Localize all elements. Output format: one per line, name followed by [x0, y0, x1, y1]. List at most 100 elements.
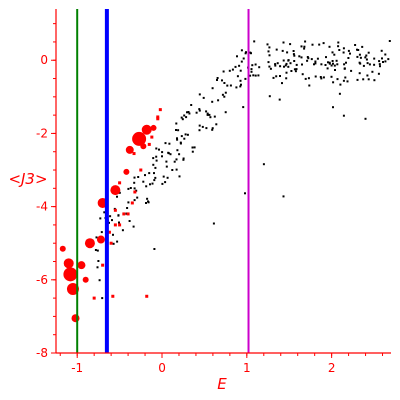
small-point	[293, 60, 296, 62]
small-point	[269, 67, 272, 70]
small-point	[235, 86, 238, 89]
small-point	[343, 67, 346, 70]
small-point	[162, 175, 165, 178]
small-point	[206, 112, 209, 115]
small-point	[381, 57, 383, 60]
small-point	[191, 146, 194, 149]
small-point	[268, 65, 271, 68]
y-tick-label: -4	[36, 200, 48, 214]
small-point	[168, 142, 171, 145]
small-point	[282, 195, 285, 198]
small-point	[384, 60, 387, 63]
small-point	[178, 153, 181, 156]
small-point	[313, 63, 315, 66]
large-point	[123, 168, 130, 175]
small-point	[179, 142, 182, 145]
small-point	[253, 40, 256, 43]
small-point	[373, 79, 376, 82]
small-point	[211, 128, 214, 131]
small-point	[176, 138, 179, 141]
small-point	[161, 155, 163, 158]
small-point	[342, 114, 345, 117]
small-point	[275, 75, 278, 78]
small-point	[322, 42, 325, 45]
small-point	[338, 49, 341, 51]
small-point	[308, 84, 311, 87]
small-point	[153, 248, 156, 250]
small-point	[266, 43, 269, 46]
small-point	[257, 74, 260, 77]
small-point	[129, 187, 132, 189]
small-point	[176, 137, 178, 140]
small-point	[268, 95, 271, 98]
small-point	[358, 72, 361, 75]
small-point	[145, 202, 147, 204]
small-point	[175, 168, 178, 171]
small-point	[154, 166, 157, 169]
small-point	[231, 68, 234, 71]
small-point	[95, 236, 98, 239]
small-point	[148, 172, 151, 175]
small-point	[362, 78, 365, 81]
small-point	[178, 175, 181, 178]
axes-group: -1 0 1 2 0 -2 -4 -6 -8	[36, 9, 391, 375]
large-point	[132, 131, 147, 146]
small-point	[285, 71, 288, 74]
small-point	[379, 65, 381, 68]
small-point	[281, 82, 283, 85]
small-point	[324, 64, 327, 66]
small-point	[311, 43, 314, 46]
large-point	[84, 238, 95, 249]
small-point	[318, 43, 321, 46]
small-point	[205, 110, 208, 113]
small-point	[285, 77, 288, 80]
small-point	[116, 240, 119, 243]
small-point	[371, 70, 374, 73]
small-point	[362, 64, 365, 67]
large-point	[122, 212, 126, 216]
small-point	[330, 75, 333, 78]
large-point	[118, 223, 122, 227]
small-point	[133, 181, 136, 184]
small-point	[282, 41, 285, 44]
large-point	[66, 282, 79, 295]
small-point	[240, 60, 243, 63]
large-point	[63, 258, 74, 269]
large-point	[59, 245, 66, 252]
small-point	[188, 112, 191, 115]
large-point	[101, 263, 105, 267]
small-point	[229, 84, 232, 87]
small-point	[286, 51, 289, 54]
x-tick-label: 2	[328, 361, 336, 375]
small-point	[224, 91, 227, 94]
small-point	[216, 77, 219, 79]
small-point	[333, 53, 336, 56]
small-point	[180, 135, 183, 138]
small-point	[314, 60, 317, 63]
small-point	[184, 133, 187, 136]
small-point	[153, 172, 155, 175]
small-point	[97, 260, 100, 262]
small-point	[380, 49, 383, 52]
large-point	[139, 168, 143, 172]
small-point	[276, 62, 279, 65]
small-point	[245, 51, 247, 54]
small-point	[356, 78, 359, 81]
small-point	[198, 108, 201, 111]
y-axis-title: <J3>	[8, 170, 47, 188]
small-point	[145, 185, 148, 188]
y-tick-label: -8	[36, 346, 48, 360]
small-point	[155, 155, 158, 158]
small-point	[373, 57, 376, 60]
small-point	[221, 93, 224, 96]
small-point	[349, 52, 351, 55]
small-point	[216, 79, 218, 81]
large-point	[118, 181, 122, 185]
small-point	[154, 176, 157, 179]
small-point	[193, 146, 196, 149]
small-point	[327, 61, 329, 64]
small-point	[336, 63, 339, 66]
small-point	[133, 187, 136, 190]
small-point	[303, 45, 306, 48]
small-point	[195, 111, 198, 114]
